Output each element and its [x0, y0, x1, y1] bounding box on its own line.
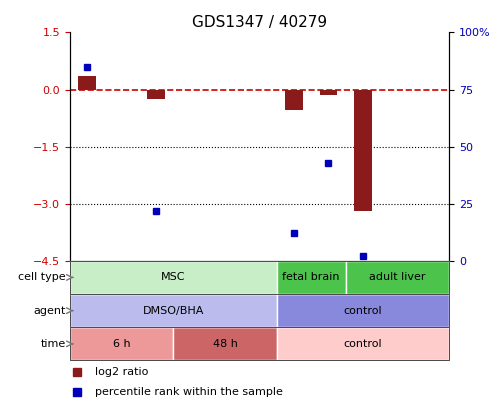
Text: percentile rank within the sample: percentile rank within the sample [94, 387, 282, 397]
Text: log2 ratio: log2 ratio [94, 367, 148, 377]
Bar [320, 90, 337, 95]
Bar [277, 327, 449, 360]
Text: time: time [41, 339, 66, 349]
Bar [354, 90, 372, 211]
Text: agent: agent [34, 306, 66, 315]
Text: adult liver: adult liver [369, 273, 426, 282]
Bar [70, 327, 173, 360]
Bar [70, 261, 277, 294]
Bar [70, 294, 277, 327]
Text: 6 h: 6 h [113, 339, 130, 349]
Text: fetal brain: fetal brain [282, 273, 340, 282]
Text: 48 h: 48 h [213, 339, 238, 349]
Text: control: control [344, 339, 382, 349]
Bar [277, 294, 449, 327]
Bar [78, 76, 96, 90]
Title: GDS1347 / 40279: GDS1347 / 40279 [192, 15, 327, 30]
Bar [147, 90, 165, 99]
Bar [285, 90, 302, 111]
Text: cell type: cell type [18, 273, 66, 282]
Text: DMSO/BHA: DMSO/BHA [143, 306, 204, 315]
Bar [277, 261, 346, 294]
Text: control: control [344, 306, 382, 315]
Bar [173, 327, 277, 360]
Bar [346, 261, 449, 294]
Text: MSC: MSC [161, 273, 186, 282]
